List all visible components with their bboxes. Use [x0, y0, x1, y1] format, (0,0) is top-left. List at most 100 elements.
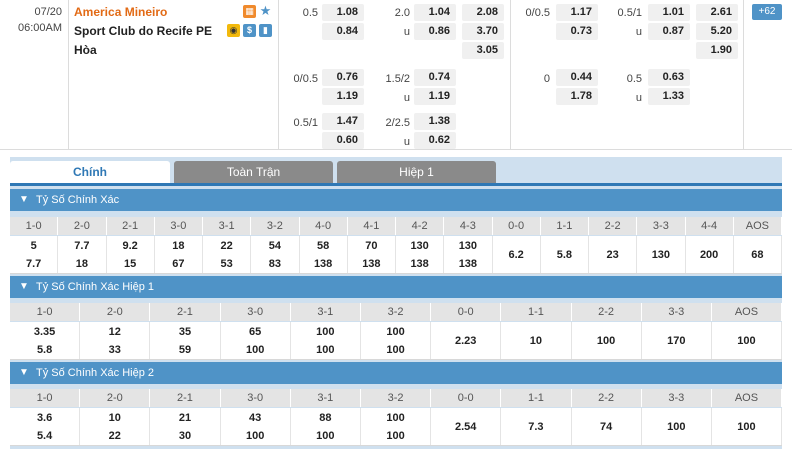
score-odds-cell[interactable]: 5.8 — [541, 236, 589, 273]
odds-value: 2.23 — [455, 334, 477, 347]
score-odds-cell[interactable]: 74 — [572, 408, 642, 445]
score-odds-cell[interactable]: 7.3 — [501, 408, 572, 445]
odds-away[interactable]: 5.20 — [696, 23, 738, 40]
score-odds-cell[interactable]: 10 — [501, 322, 572, 359]
score-odds-cell[interactable]: 2.54 — [431, 408, 502, 445]
odds-value[interactable]: 0.63 — [648, 69, 690, 86]
chart-icon[interactable]: ▮ — [259, 24, 272, 37]
odds-value[interactable]: 0.60 — [322, 132, 364, 149]
odds-value[interactable]: 0.73 — [556, 23, 598, 40]
odds-value[interactable]: 1.19 — [322, 88, 364, 105]
score-header-cell: 3-1 — [203, 217, 252, 235]
score-odds-cell[interactable]: 100 — [712, 322, 783, 359]
odds-value: 5.8 — [556, 248, 573, 261]
odds-value: 170 — [667, 334, 686, 347]
score-odds-cell[interactable]: 7.7 18 — [58, 236, 107, 273]
score-odds-cell[interactable]: 2.23 — [431, 322, 502, 359]
more-markets-button[interactable]: +62 — [752, 4, 782, 20]
score-odds-cell[interactable]: 54 83 — [251, 236, 300, 273]
score-odds-cell[interactable]: 6.2 — [493, 236, 541, 273]
score-header-cell: 1-0 — [10, 303, 81, 321]
score-odds-cell[interactable]: 88 100 — [291, 408, 361, 445]
odds-value[interactable]: 0.87 — [648, 23, 690, 40]
score-odds-cell[interactable]: 12 33 — [80, 322, 151, 359]
odds-value[interactable]: 1.08 — [322, 4, 364, 21]
score-odds-cell[interactable]: 3.35 5.8 — [10, 322, 81, 359]
dollar-icon[interactable]: $ — [243, 24, 256, 37]
score-odds-cell[interactable]: 130 — [637, 236, 686, 273]
score-odds-cell[interactable]: 58 138 — [300, 236, 348, 273]
score-odds-cell[interactable]: 35 59 — [150, 322, 221, 359]
odds-value[interactable]: 1.01 — [648, 4, 690, 21]
score-odds-cell[interactable]: 18 67 — [155, 236, 203, 273]
score-odds-cell[interactable]: 68 — [734, 236, 782, 273]
tab-full-time[interactable]: Toàn Trận — [174, 161, 333, 183]
score-odds-cell[interactable]: 22 53 — [203, 236, 252, 273]
score-odds-cell[interactable]: 21 30 — [150, 408, 221, 445]
score-odds-cell[interactable]: 100 — [642, 408, 712, 445]
tab-main[interactable]: Chính — [10, 161, 170, 183]
score-header-cell: 3-3 — [637, 217, 686, 235]
away-team[interactable]: Sport Club do Recife PE — [74, 24, 213, 38]
odds-draw[interactable]: 3.05 — [462, 42, 504, 59]
score-odds-cell[interactable]: 65 100 — [221, 322, 291, 359]
odds-value[interactable]: 0.74 — [414, 69, 456, 86]
total-line: 2/2.5 — [385, 117, 410, 129]
score-odds-cell[interactable]: 130 138 — [396, 236, 445, 273]
odds-value[interactable]: 1.19 — [414, 88, 456, 105]
section-title: Tỷ Số Chính Xác — [36, 194, 120, 206]
score-odds-cell[interactable]: 100 — [572, 322, 642, 359]
odds-value[interactable]: 1.78 — [556, 88, 598, 105]
score-odds-cell[interactable]: 9.2 15 — [107, 236, 155, 273]
coin-icon[interactable]: ◉ — [227, 24, 240, 37]
stats-icon[interactable]: ▦ — [243, 5, 256, 18]
home-team[interactable]: America Mineiro — [74, 5, 168, 19]
score-odds-cell[interactable]: 10 22 — [80, 408, 151, 445]
score-header-cell: 3-0 — [221, 389, 291, 407]
odds-home[interactable]: 2.61 — [696, 4, 738, 21]
odds-value[interactable]: 1.38 — [414, 113, 456, 130]
score-odds-row: 3.35 5.8 12 33 35 59 65 100 100 100 100 100 2.23 10 10… — [10, 322, 783, 360]
odds-draw[interactable]: 1.90 — [696, 42, 738, 59]
odds-value[interactable]: 0.86 — [414, 23, 456, 40]
odds-value: 10 — [108, 411, 121, 424]
score-odds-cell[interactable]: 3.6 5.4 — [10, 408, 81, 445]
odds-value[interactable]: 0.76 — [322, 69, 364, 86]
odds-value[interactable]: 0.44 — [556, 69, 598, 86]
odds-value[interactable]: 1.47 — [322, 113, 364, 130]
score-odds-cell[interactable]: 100 100 — [361, 322, 432, 359]
odds-value[interactable]: 1.33 — [648, 88, 690, 105]
score-odds-cell[interactable]: 70 138 — [348, 236, 396, 273]
score-odds-cell[interactable]: 100 100 — [291, 322, 361, 359]
odds-value: 30 — [178, 429, 192, 442]
odds-home[interactable]: 2.08 — [462, 4, 504, 21]
score-odds-cell[interactable]: 100 100 — [361, 408, 432, 445]
star-icon[interactable]: ★ — [259, 3, 272, 18]
section-header[interactable]: ▼ Tỷ Số Chính Xác — [10, 189, 782, 211]
score-header-cell: 2-0 — [58, 217, 107, 235]
score-header-row: 1-0 2-0 2-1 3-0 3-1 3-2 0-0 1-1 2-2 3-3 AOS — [10, 389, 783, 407]
score-odds-cell[interactable]: 170 — [642, 322, 712, 359]
section-header[interactable]: ▼ Tỷ Số Chính Xác Hiệp 2 — [10, 362, 782, 384]
odds-value[interactable]: 0.62 — [414, 132, 456, 149]
section-header[interactable]: ▼ Tỷ Số Chính Xác Hiệp 1 — [10, 276, 782, 298]
tab-first-half[interactable]: Hiệp 1 — [337, 161, 496, 183]
score-odds-cell[interactable]: 130 138 — [444, 236, 493, 273]
odds-value: 138 — [410, 257, 429, 270]
odds-value[interactable]: 1.04 — [414, 4, 456, 21]
score-header-cell: 3-1 — [291, 389, 361, 407]
odds-value[interactable]: 0.84 — [322, 23, 364, 40]
plus-icon: + — [758, 6, 765, 17]
chevron-down-icon: ▼ — [19, 194, 29, 205]
odds-value[interactable]: 1.17 — [556, 4, 598, 21]
score-odds-cell[interactable]: 100 — [712, 408, 783, 445]
odds-away[interactable]: 3.70 — [462, 23, 504, 40]
odds-value: 54 — [268, 239, 281, 252]
score-odds-cell[interactable]: 23 — [589, 236, 638, 273]
score-odds-cell[interactable]: 43 100 — [221, 408, 291, 445]
score-odds-cell[interactable]: 5 7.7 — [10, 236, 59, 273]
under-label: u — [403, 136, 410, 148]
score-header-cell: 3-1 — [291, 303, 361, 321]
odds-value: 100 — [386, 411, 405, 424]
score-odds-cell[interactable]: 200 — [686, 236, 734, 273]
